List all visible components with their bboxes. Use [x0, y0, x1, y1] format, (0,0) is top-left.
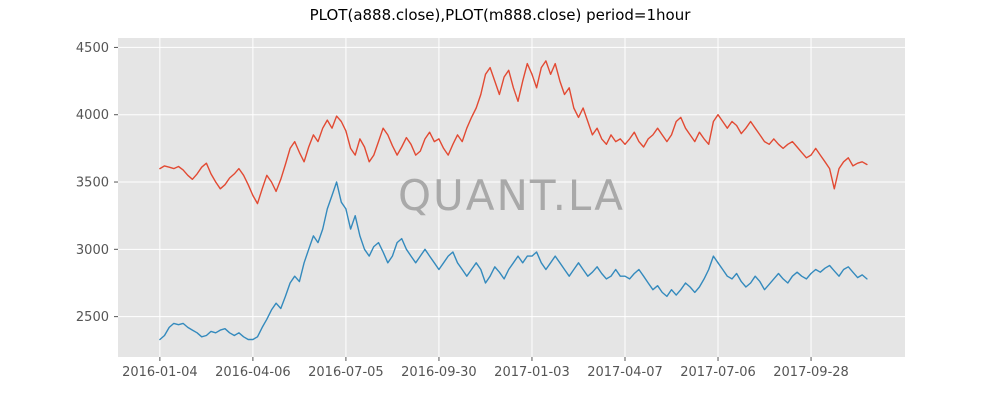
- y-tick-label: 3000: [76, 243, 109, 258]
- plot-background: [118, 38, 905, 357]
- x-tick-label: 2016-09-30: [401, 365, 477, 380]
- chart-title: PLOT(a888.close),PLOT(m888.close) period…: [309, 6, 691, 24]
- x-tick-label: 2017-01-03: [494, 365, 570, 380]
- x-tick-label: 2017-07-06: [680, 365, 756, 380]
- x-tick-label: 2016-04-06: [215, 365, 291, 380]
- x-tick-label: 2016-07-05: [308, 365, 384, 380]
- x-tick-label: 2016-01-04: [122, 365, 198, 380]
- series-line-a888-close: [159, 60, 868, 205]
- x-tick-label: 2017-09-28: [773, 365, 849, 380]
- y-tick-label: 3500: [76, 176, 109, 191]
- watermark-text: QUANT.LA: [398, 171, 625, 220]
- y-tick-label: 4000: [76, 108, 109, 123]
- series-line-m888-close: [159, 181, 868, 341]
- y-tick-label: 4500: [76, 41, 109, 56]
- y-tick-label: 2500: [76, 310, 109, 325]
- x-tick-label: 2017-04-07: [587, 365, 663, 380]
